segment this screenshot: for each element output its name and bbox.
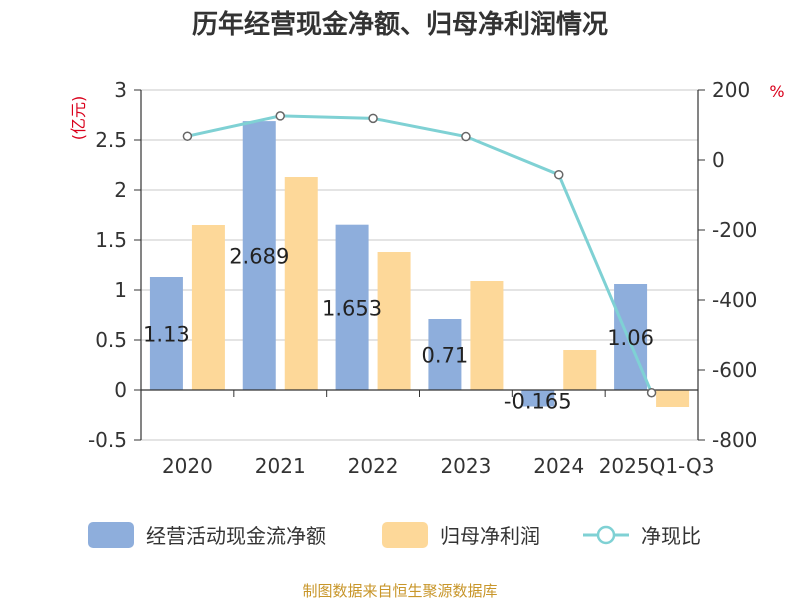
legend-label: 归母净利润 <box>440 524 540 548</box>
cashflow-bar <box>428 319 462 390</box>
x-category-label: 2024 <box>533 454 584 478</box>
left-tick-label: 1.5 <box>95 228 127 252</box>
net-profit-bar <box>656 390 690 407</box>
legend-label: 经营活动现金流净额 <box>146 524 326 548</box>
net-profit-bar <box>377 252 411 390</box>
legend: 经营活动现金流净额 归母净利润 净现比 <box>88 522 701 548</box>
cashflow-data-label: 1.653 <box>322 296 382 320</box>
right-tick-label: -600 <box>712 358 757 382</box>
net-profit-bar <box>191 225 225 390</box>
net-profit-bar <box>563 350 597 390</box>
cashflow-data-label: 2.689 <box>229 245 289 269</box>
ratio-point <box>554 169 564 180</box>
cashflow-data-label: 1.06 <box>607 326 654 350</box>
right-tick-label: -800 <box>712 428 757 452</box>
right-tick-label: -200 <box>712 218 757 242</box>
cashflow-bar <box>242 121 276 390</box>
cashflow-data-label: 0.71 <box>422 344 469 368</box>
ratio-point <box>275 111 285 121</box>
chart-title: 历年经营现金净额、归母净利润情况 <box>192 9 608 40</box>
left-tick-label: 1 <box>114 278 127 302</box>
left-tick-label: 3 <box>114 78 127 102</box>
ratio-line <box>187 114 653 394</box>
left-tick-label: 0 <box>114 378 127 402</box>
x-category-label: 2020 <box>162 454 213 478</box>
right-axis-unit: % <box>769 82 784 101</box>
right-tick-label: -400 <box>712 288 757 312</box>
axis-layer: -0.5 0 0.5 1 1.5 2 2.5 3 -800 -600 -400 -200 0 200 (亿元… <box>69 78 785 478</box>
x-category-label: 2023 <box>440 454 491 478</box>
ratio-point <box>368 113 378 124</box>
x-category-label: 2022 <box>348 454 399 478</box>
x-category-label: 2025Q1-Q3 <box>599 454 715 478</box>
line-layer <box>182 111 657 398</box>
cashflow-data-label: 1.13 <box>143 323 190 347</box>
label-layer: 1.13 2.689 1.653 0.71 -0.165 1.06 <box>143 245 654 414</box>
cashflow-data-label: -0.165 <box>504 390 572 414</box>
cashflow-bar <box>521 390 555 407</box>
left-axis-unit: (亿元) <box>69 96 88 141</box>
legend-swatch <box>382 522 428 548</box>
left-tick-label: 0.5 <box>95 328 127 352</box>
right-tick-label: 0 <box>712 148 725 172</box>
ratio-point <box>646 388 657 398</box>
legend-swatch <box>88 522 134 548</box>
net-profit-bar <box>284 177 318 390</box>
right-tick-label: 200 <box>712 78 750 102</box>
left-tick-label: 2 <box>114 178 127 202</box>
left-tick-label: -0.5 <box>88 428 127 452</box>
cashflow-bar <box>335 224 369 390</box>
legend-label: 净现比 <box>641 524 701 548</box>
left-tick-label: 2.5 <box>95 128 127 152</box>
ratio-point <box>461 131 471 142</box>
x-category-label: 2021 <box>255 454 306 478</box>
ratio-point <box>182 131 193 141</box>
net-profit-bar <box>470 281 504 390</box>
legend-marker <box>596 525 616 545</box>
cashflow-bar <box>149 277 183 390</box>
source-note: 制图数据来自恒生聚源数据库 <box>302 582 497 600</box>
